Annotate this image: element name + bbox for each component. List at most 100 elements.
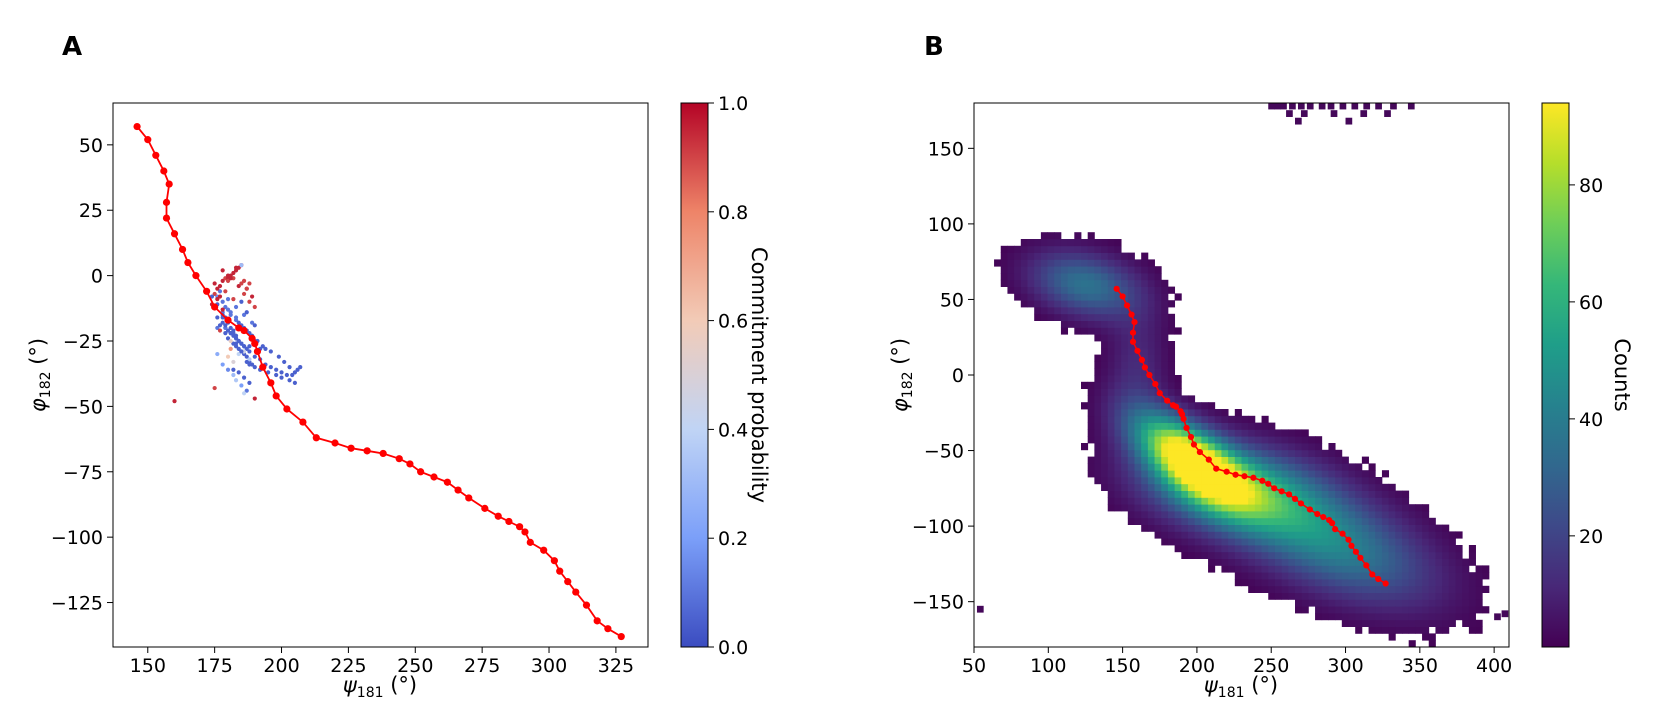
heatmap-cell — [1248, 483, 1256, 491]
heatmap-cell — [1468, 585, 1476, 593]
heatmap-cell — [1114, 266, 1122, 274]
heatmap-cell — [1368, 551, 1376, 559]
path-node — [240, 326, 248, 335]
heatmap-cell — [1174, 429, 1182, 437]
heatmap-cell — [1375, 558, 1383, 566]
heatmap-cell — [1301, 565, 1309, 573]
heatmap-cell — [1241, 545, 1249, 553]
heatmap-cell — [1422, 619, 1430, 627]
commitment-point — [215, 297, 220, 302]
heatmap-cell — [1268, 531, 1276, 539]
heatmap-cell — [1375, 551, 1383, 559]
heatmap-cell — [1121, 490, 1129, 498]
heatmap-cell — [1462, 558, 1470, 566]
heatmap-cell — [1321, 585, 1329, 593]
heatmap-cell — [1468, 626, 1476, 634]
heatmap-cell — [1415, 579, 1423, 587]
path-node — [347, 444, 355, 452]
heatmap-cell — [1107, 300, 1115, 308]
heatmap-cell — [1475, 626, 1483, 634]
heatmap-cell — [1134, 483, 1142, 491]
heatmap-cell — [1000, 259, 1008, 267]
heatmap-cell — [1408, 517, 1416, 525]
heatmap-cell — [1161, 354, 1169, 362]
heatmap-cell — [1315, 470, 1323, 478]
heatmap-cell — [1268, 517, 1276, 525]
heatmap-cell — [1234, 463, 1242, 471]
path-node — [1332, 526, 1339, 533]
heatmap-cell — [1288, 470, 1296, 478]
heatmap-cell — [1067, 259, 1075, 267]
heatmap-cell — [1094, 409, 1102, 417]
heatmap-cell — [1301, 551, 1309, 559]
heatmap-cell — [1221, 483, 1229, 491]
heatmap-cell — [1402, 517, 1410, 525]
heatmap-cell — [1134, 286, 1142, 294]
heatmap-cell — [1147, 422, 1155, 430]
heatmap-cell — [1107, 388, 1115, 396]
heatmap-cell — [1234, 511, 1242, 519]
heatmap-cell — [1468, 606, 1476, 614]
heatmap-cell — [1261, 551, 1269, 559]
heatmap-cell — [1107, 245, 1115, 253]
heatmap-cell — [1415, 619, 1423, 627]
heatmap-cell — [1114, 320, 1122, 328]
heatmap-cell — [1208, 449, 1216, 457]
heatmap-cell — [1301, 585, 1309, 593]
heatmap-cell — [1241, 538, 1249, 546]
path-node — [1314, 510, 1321, 518]
heatmap-cell — [1101, 334, 1109, 342]
heatmap-cell — [1121, 252, 1129, 260]
heatmap-cell — [1402, 579, 1410, 587]
heatmap-cell — [1301, 463, 1309, 471]
heatmap-cell — [1154, 354, 1162, 362]
heatmap-cell — [1141, 395, 1149, 403]
heatmap-cell — [1295, 443, 1303, 451]
heatmap-cell — [1141, 293, 1149, 301]
heatmap-cell — [1141, 313, 1149, 321]
heatmap-cell — [1341, 545, 1349, 553]
heatmap-cell — [1442, 565, 1450, 573]
heatmap-cell — [1248, 511, 1256, 519]
heatmap-cell — [1335, 545, 1343, 553]
heatmap-cell — [1188, 456, 1196, 464]
heatmap-cell — [1194, 456, 1202, 464]
heatmap-cell — [1154, 361, 1162, 369]
heatmap-cell — [1455, 551, 1463, 559]
commitment-point — [233, 304, 239, 310]
heatmap-cell — [1321, 511, 1329, 519]
heatmap-cell — [1301, 599, 1309, 607]
heatmap-cell — [1154, 347, 1162, 355]
colorbar-tick-label: 60 — [1579, 292, 1603, 314]
heatmap-cell — [1254, 504, 1262, 512]
heatmap-cell — [1281, 592, 1289, 600]
heatmap-cell — [1121, 381, 1129, 389]
path-node — [178, 245, 187, 254]
heatmap-cell — [1221, 545, 1229, 553]
heatmap-cell — [1301, 456, 1309, 464]
heatmap-cell — [1121, 259, 1129, 267]
commitment-point — [244, 346, 249, 351]
panel-a-plot-area — [133, 122, 625, 641]
heatmap-cell — [1315, 490, 1323, 498]
heatmap-cell — [1482, 572, 1490, 580]
heatmap-cell — [1288, 456, 1296, 464]
heatmap-cell — [1368, 538, 1376, 546]
heatmap-cell — [1188, 551, 1196, 559]
heatmap-cell — [1301, 531, 1309, 539]
path-line — [136, 125, 622, 638]
heatmap-cell — [1295, 470, 1303, 478]
heatmap-cell — [1161, 381, 1169, 389]
heatmap-cell — [1321, 592, 1329, 600]
heatmap-cell — [1422, 504, 1430, 512]
heatmap-cell — [1188, 449, 1196, 457]
heatmap-cell — [1114, 273, 1122, 281]
heatmap-cell — [1468, 613, 1476, 621]
panel-a-ticks: 150 175 200 225 250 275 300 32550250−25−50−75−1… — [51, 135, 634, 677]
heatmap-cell — [1214, 443, 1222, 451]
heatmap-cell — [1408, 511, 1416, 519]
heatmap-cell — [1375, 599, 1383, 607]
heatmap-cell — [1308, 592, 1316, 600]
commitment-point — [239, 341, 244, 346]
heatmap-cell — [1328, 565, 1336, 573]
